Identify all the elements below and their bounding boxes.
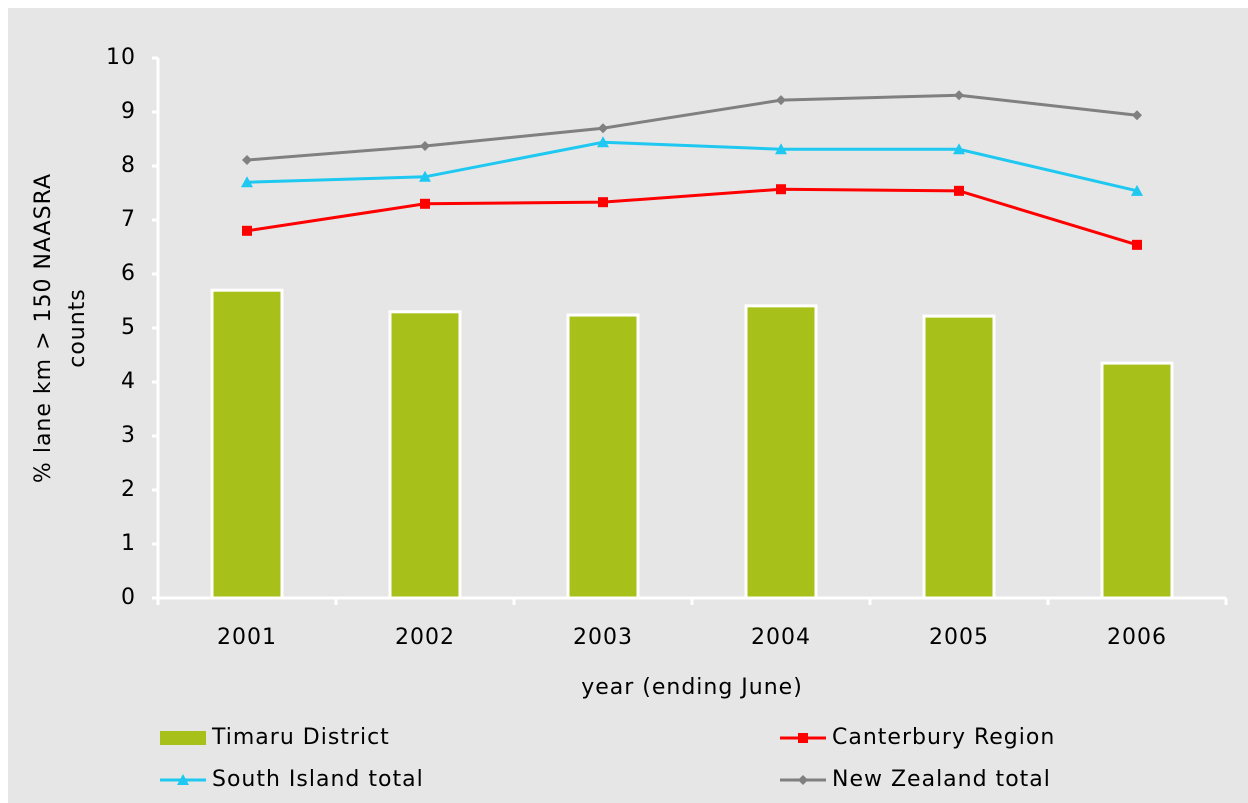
legend-swatch <box>160 731 206 745</box>
x-tick-label: 2001 <box>217 625 277 650</box>
y-tick-label: 5 <box>121 315 136 340</box>
marker <box>1132 239 1142 250</box>
legend-label: South Island total <box>212 767 424 792</box>
x-tick-label: 2004 <box>751 625 811 650</box>
bar <box>566 313 640 600</box>
marker <box>776 184 786 195</box>
marker <box>798 733 808 743</box>
bar <box>1100 361 1174 600</box>
y-tick-label: 9 <box>121 99 136 124</box>
y-tick-label: 10 <box>106 45 136 70</box>
x-tick-label: 2006 <box>1107 625 1167 650</box>
legend-label: Timaru District <box>211 725 390 750</box>
marker <box>419 170 431 182</box>
legend-label: New Zealand total <box>832 767 1051 792</box>
y-tick-label: 0 <box>121 585 136 610</box>
bar <box>744 304 818 600</box>
marker <box>598 197 608 208</box>
bar <box>922 314 996 600</box>
legend-label: Canterbury Region <box>832 725 1055 750</box>
marker <box>241 176 253 188</box>
x-axis-title: year (ending June) <box>581 675 803 700</box>
marker <box>597 136 609 148</box>
marker <box>177 774 189 785</box>
marker <box>420 198 430 209</box>
marker <box>775 143 787 155</box>
marker <box>242 155 252 166</box>
marker <box>954 90 964 101</box>
marker <box>1131 184 1143 196</box>
line <box>246 140 1138 193</box>
y-tick-label: 2 <box>121 477 136 502</box>
marker <box>598 123 608 134</box>
y-tick-label: 8 <box>121 153 136 178</box>
marker <box>776 95 786 106</box>
bar <box>388 310 462 600</box>
marker <box>242 225 252 236</box>
marker <box>954 185 964 196</box>
marker <box>953 143 965 155</box>
x-tick-label: 2003 <box>573 625 633 650</box>
line <box>246 93 1138 162</box>
x-tick-label: 2005 <box>929 625 989 650</box>
y-tick-label: 4 <box>121 369 136 394</box>
line <box>246 187 1138 247</box>
y-tick-label: 7 <box>121 207 136 232</box>
marker <box>798 775 808 785</box>
bar <box>210 288 284 600</box>
x-tick-label: 2002 <box>395 625 455 650</box>
y-axis-title: counts <box>65 288 90 368</box>
y-tick-label: 1 <box>121 531 136 556</box>
y-tick-label: 3 <box>121 423 136 448</box>
y-axis-title: % lane km > 150 NAASRA <box>31 173 56 483</box>
y-tick-label: 6 <box>121 261 136 286</box>
marker <box>1132 110 1142 121</box>
marker <box>420 141 430 152</box>
